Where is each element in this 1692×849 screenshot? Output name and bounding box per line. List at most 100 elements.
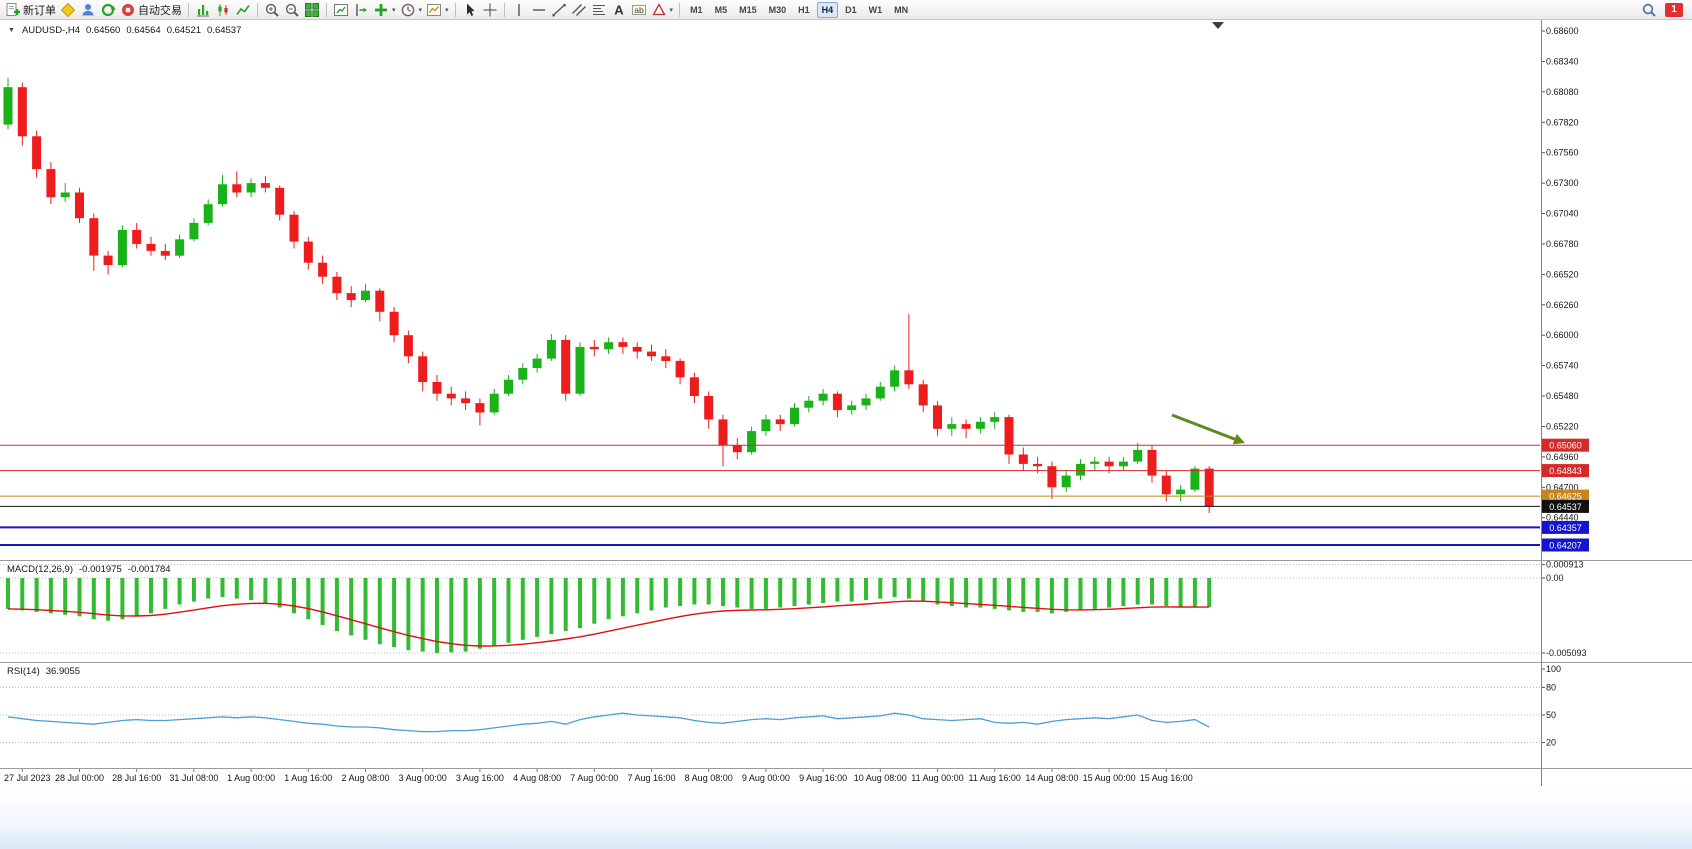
candle xyxy=(1147,449,1157,476)
text-button[interactable]: A xyxy=(609,1,629,19)
autotrading-button[interactable]: 自动交易 xyxy=(118,1,184,19)
price-tick-label: 0.66000 xyxy=(1546,330,1579,340)
price-tick-label: 0.64440 xyxy=(1546,513,1579,523)
refresh-button[interactable] xyxy=(98,1,118,19)
candle xyxy=(389,311,399,336)
symbol-period-label: AUDUSD-,H4 xyxy=(21,25,80,36)
channel-button[interactable] xyxy=(569,1,589,19)
rsi-tick-label: 50 xyxy=(1546,710,1556,720)
text-label-button[interactable]: ab xyxy=(629,1,649,19)
timeframe-toolbar: M1 M5 M15 M30 H1 H4 D1 W1 MN xyxy=(684,1,914,18)
horizontal-line-button[interactable] xyxy=(529,1,549,19)
line-chart-button[interactable] xyxy=(233,1,253,19)
crosshair-button[interactable] xyxy=(480,1,500,19)
metaeditor-button[interactable] xyxy=(58,1,78,19)
candle xyxy=(775,419,785,425)
toolbar-separator xyxy=(326,2,327,17)
timeframe-h4-button[interactable]: H4 xyxy=(816,1,839,18)
periods-button[interactable]: ▾ xyxy=(398,1,425,19)
time-tick-label: 2 Aug 08:00 xyxy=(341,773,389,783)
notifications-badge[interactable]: 1 xyxy=(1665,2,1683,17)
timeframe-m30-button[interactable]: M30 xyxy=(768,4,787,15)
candle xyxy=(1104,461,1114,467)
zoom-in-button[interactable] xyxy=(262,1,282,19)
hlines-layer[interactable] xyxy=(0,444,1540,546)
time-tick-label: 7 Aug 00:00 xyxy=(570,773,618,783)
time-tick-label: 15 Aug 16:00 xyxy=(1140,773,1193,783)
candlestick-chart-button[interactable] xyxy=(213,1,233,19)
vertical-line-button[interactable] xyxy=(509,1,529,19)
refresh-icon xyxy=(100,2,116,18)
candles-layer xyxy=(3,77,1214,513)
price-axis[interactable]: 0.68600 0.68340 0.68080 0.67820 0.67560 0.673… xyxy=(1541,26,1589,552)
high-value: 0.64564 xyxy=(126,25,161,36)
templates-button[interactable]: ▾ xyxy=(424,1,451,19)
candle xyxy=(604,342,614,350)
text-icon: A xyxy=(611,2,627,18)
svg-text:0.64207: 0.64207 xyxy=(1549,541,1582,551)
close-value: 0.64537 xyxy=(207,25,242,36)
candle xyxy=(1133,449,1143,462)
bar-chart-button[interactable] xyxy=(193,1,213,19)
timeframe-m5-button[interactable]: M5 xyxy=(714,4,728,15)
timeframe-m1-button[interactable]: M1 xyxy=(690,4,703,15)
chart-shift-button[interactable] xyxy=(351,1,371,19)
candle xyxy=(432,382,442,394)
candle xyxy=(475,403,485,413)
candle xyxy=(232,184,242,193)
macd-tick-label: 0.000913 xyxy=(1546,560,1584,570)
search-button[interactable] xyxy=(1639,1,1659,19)
macd-tick-label: -0.005093 xyxy=(1546,648,1587,658)
price-tick-label: 0.66780 xyxy=(1546,239,1579,249)
candle xyxy=(761,419,771,432)
timeframe-mn-button[interactable]: MN xyxy=(894,4,909,15)
new-order-button[interactable]: 新订单 xyxy=(3,1,58,19)
trendline-button[interactable] xyxy=(549,1,569,19)
chart-shift-icon xyxy=(353,2,369,18)
svg-text:0.64537: 0.64537 xyxy=(1549,502,1582,512)
zoom-out-button[interactable] xyxy=(282,1,302,19)
chart-expand-icon[interactable]: ▼ xyxy=(8,27,15,34)
shapes-button[interactable]: ▾ xyxy=(649,1,676,19)
fibonacci-button[interactable] xyxy=(589,1,609,19)
chart-shift-marker[interactable] xyxy=(1212,22,1224,29)
candle xyxy=(918,384,928,406)
trend-arrow-annotation[interactable] xyxy=(1171,413,1245,445)
time-axis[interactable]: 27 Jul 2023 28 Jul 00:00 28 Jul 16:00 31 Ju… xyxy=(0,768,1692,786)
macd-signal-value: -0.001784 xyxy=(127,564,171,575)
time-tick-label: 1 Aug 16:00 xyxy=(284,773,332,783)
timeframe-m15-button[interactable]: M15 xyxy=(739,4,757,15)
macd-tick-label: 0.00 xyxy=(1546,573,1564,583)
price-chart[interactable]: 0.68600 0.68340 0.68080 0.67820 0.67560 0.673… xyxy=(0,20,1692,560)
candle xyxy=(346,293,356,301)
auto-arrange-button[interactable] xyxy=(331,1,351,19)
candle xyxy=(1004,417,1014,455)
price-tick-label: 0.68600 xyxy=(1546,26,1579,36)
timeframe-h1-button[interactable]: H1 xyxy=(798,4,810,15)
price-tick-label: 0.65220 xyxy=(1546,422,1579,432)
indicators-button[interactable]: ▾ xyxy=(371,1,398,19)
candle xyxy=(861,398,871,406)
profile-button[interactable] xyxy=(78,1,98,19)
candle xyxy=(546,339,556,359)
candle xyxy=(818,393,828,401)
timeframe-d1-button[interactable]: D1 xyxy=(845,4,857,15)
rsi-panel[interactable]: 100 80 50 20 xyxy=(0,662,1692,768)
auto-arrange-icon xyxy=(333,2,349,18)
candle xyxy=(832,393,842,411)
candle xyxy=(1176,489,1186,495)
time-tick-label: 27 Jul 2023 xyxy=(4,773,51,783)
cursor-button[interactable] xyxy=(460,1,480,19)
svg-text:A: A xyxy=(614,2,624,17)
macd-panel[interactable]: 0.000913 0.00 -0.005093 xyxy=(0,560,1692,662)
candle xyxy=(1161,475,1171,495)
candle xyxy=(575,346,585,394)
timeframe-w1-button[interactable]: W1 xyxy=(868,4,883,15)
new-order-icon xyxy=(5,2,21,18)
chart-ohlc-header: ▼ AUDUSD-,H4 0.64560 0.64564 0.64521 0.6… xyxy=(8,25,241,36)
tile-windows-button[interactable] xyxy=(302,1,322,19)
time-tick-label: 9 Aug 00:00 xyxy=(742,773,790,783)
candle xyxy=(3,87,13,125)
rsi-label: RSI(14) xyxy=(7,666,40,677)
